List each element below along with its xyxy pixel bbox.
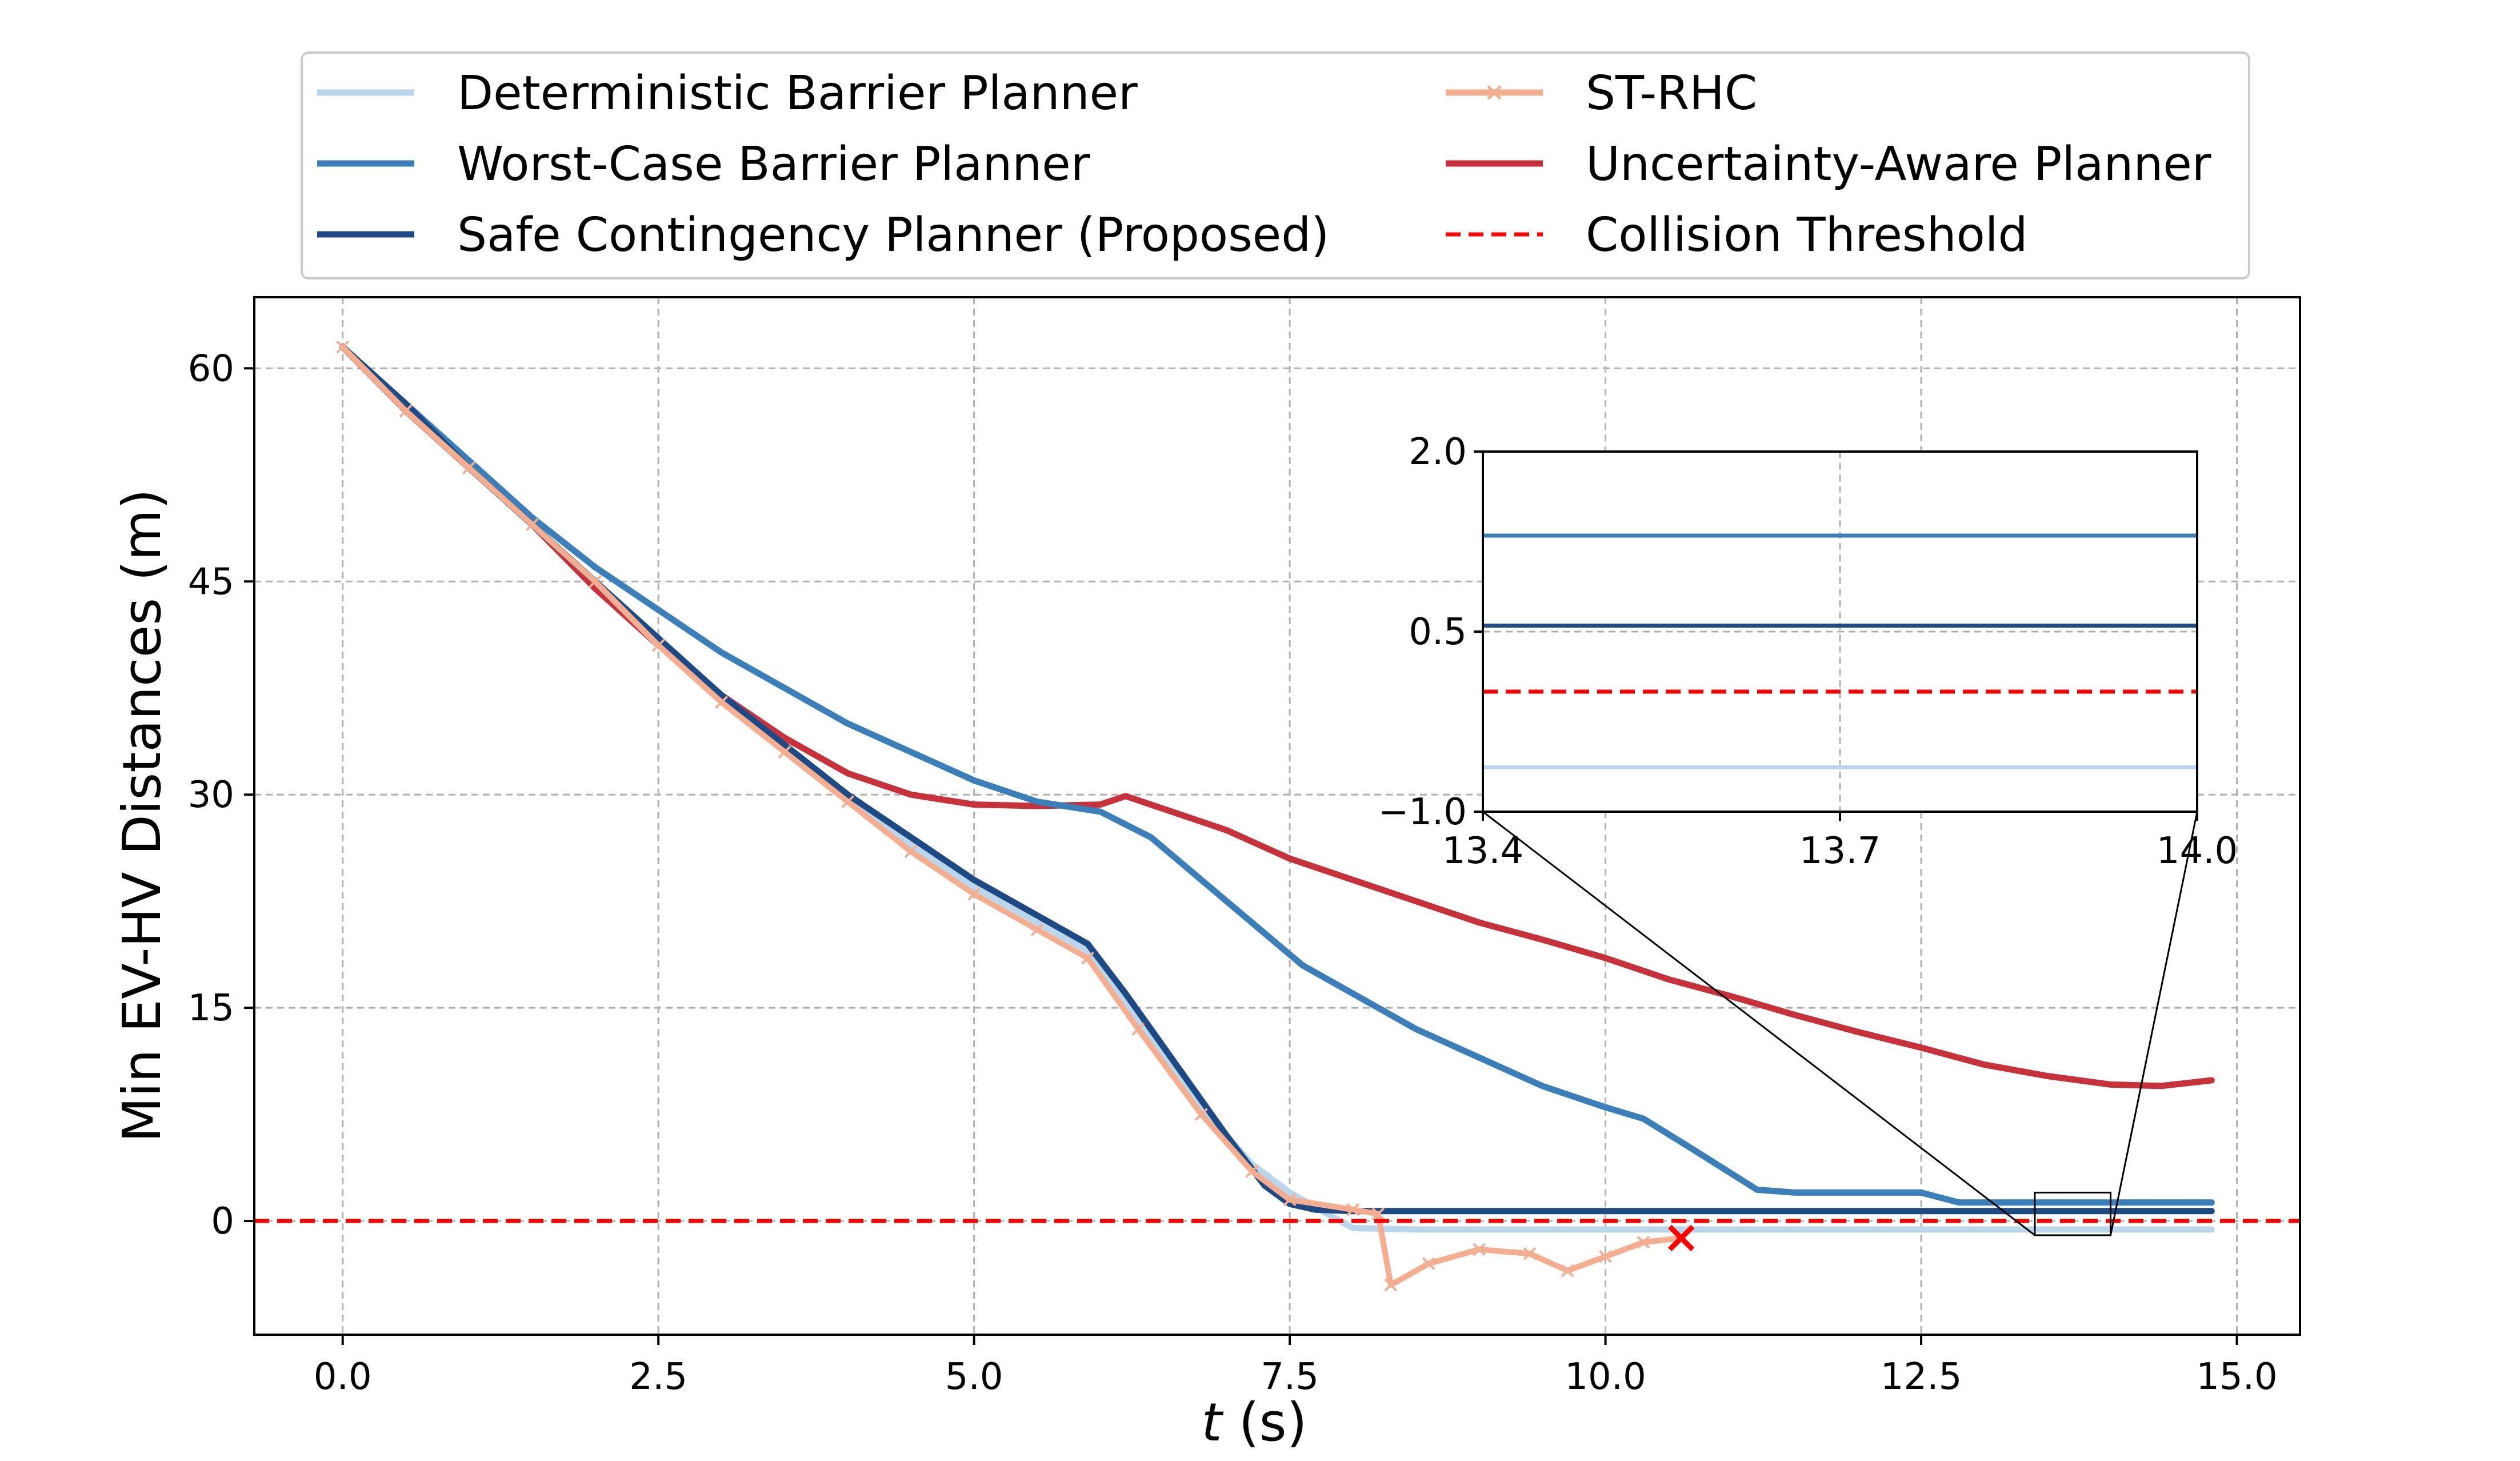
series-marker	[1561, 1264, 1574, 1278]
series-marker	[1081, 951, 1094, 965]
x-tick-label: 7.5	[1261, 1356, 1319, 1398]
legend-label: Uncertainty-Aware Planner	[1586, 137, 2211, 191]
y-tick-label: 30	[188, 774, 234, 816]
y-axis-label: Min EV-HV Distances (m)	[111, 489, 173, 1143]
series-marker	[1637, 1235, 1650, 1249]
series-marker	[1030, 923, 1044, 936]
x-axis-label-unit: (s)	[1222, 1392, 1307, 1453]
x-tick-label: 2.5	[629, 1356, 687, 1398]
series-marker	[462, 461, 476, 474]
y-tick-label: 15	[188, 987, 234, 1029]
inset-y-tick-label: −1.0	[1378, 791, 1467, 833]
series-marker	[1384, 1278, 1398, 1292]
series-worst-case-barrier-planner	[339, 344, 2215, 1206]
legend-label: ST-RHC	[1586, 66, 1757, 121]
y-tick-label: 45	[188, 561, 234, 603]
series-marker	[1371, 1207, 1385, 1221]
legend-box	[301, 51, 2250, 280]
series-marker	[715, 696, 729, 709]
zoom-region-box	[2034, 1191, 2112, 1236]
x-axis-label: t (s)	[1201, 1392, 1307, 1453]
legend-marker	[1487, 85, 1502, 100]
series-marker	[841, 795, 855, 809]
series-line	[339, 344, 2215, 1206]
legend: Deterministic Barrier Planner Worst-Case …	[301, 51, 2250, 280]
inset-axes: 13.4 13.7 14.0 −1.0 0.5 2.0	[1378, 431, 2238, 872]
series-marker	[1131, 1023, 1145, 1036]
series-st-rhc	[336, 340, 1688, 1292]
inset-y-tick-label: 2.0	[1409, 431, 1467, 473]
legend-item-worst-case-barrier-planner: Worst-Case Barrier Planner	[317, 137, 1090, 191]
inset-frame	[1482, 450, 2198, 813]
inset-x-tick-label: 13.7	[1799, 830, 1881, 872]
series-marker	[589, 574, 602, 588]
legend-label: Deterministic Barrier Planner	[457, 66, 1138, 121]
collision-end-marker	[1667, 1224, 1695, 1252]
series-marker	[904, 845, 918, 859]
series-marker	[525, 518, 539, 532]
series-marker	[1599, 1250, 1612, 1263]
x-tick-label: 5.0	[945, 1356, 1003, 1398]
series-marker	[967, 887, 981, 901]
main-series	[254, 340, 2300, 1292]
series-marker	[1473, 1243, 1486, 1256]
legend-label: Worst-Case Barrier Planner	[457, 137, 1090, 191]
inset-x-tick-label: 14.0	[2157, 830, 2238, 872]
legend-item-safe-contingency-planner-proposed: Safe Contingency Planner (Proposed)	[317, 208, 1329, 262]
inset-x-tick-label: 13.4	[1442, 830, 1524, 872]
series-marker	[336, 340, 350, 354]
series-marker	[1245, 1164, 1259, 1178]
series-marker	[1194, 1108, 1208, 1121]
x-tick-label: 15.0	[2196, 1356, 2278, 1398]
series-marker	[1283, 1193, 1297, 1207]
x-tick-label: 12.5	[1881, 1356, 1962, 1398]
zoom-connector-line	[1482, 811, 2035, 1236]
zoom-connectors	[1482, 811, 2198, 1236]
series-marker	[1346, 1203, 1360, 1216]
legend-label: Safe Contingency Planner (Proposed)	[457, 208, 1329, 262]
legend-item-uncertainty-aware-planner: Uncertainty-Aware Planner	[1446, 137, 2211, 191]
series-line	[339, 344, 1685, 1288]
x-axis-label-var: t	[1201, 1392, 1223, 1453]
legend-item-collision-threshold: Collision Threshold	[1446, 208, 2028, 262]
x-tick-label: 0.0	[314, 1356, 372, 1398]
main-ticks: 0.0 2.5 5.0 7.5 10.0 12.5 15.0 0 15 30 45 60	[188, 348, 2278, 1398]
main-axes-frame	[253, 296, 2301, 1336]
y-tick-label: 60	[188, 348, 234, 390]
legend-item-deterministic-barrier-planner: Deterministic Barrier Planner	[317, 66, 1138, 121]
x-tick-label: 10.0	[1565, 1356, 1646, 1398]
legend-item-st-rhc: ST-RHC	[1446, 66, 1757, 121]
legend-label: Collision Threshold	[1586, 208, 2028, 262]
series-marker	[778, 745, 791, 759]
series-marker	[1523, 1247, 1537, 1260]
series-marker	[1422, 1257, 1435, 1271]
series-marker	[651, 638, 665, 652]
zoom-connector-line	[2110, 811, 2198, 1236]
series-marker	[399, 404, 413, 418]
inset-y-tick-label: 0.5	[1409, 611, 1467, 653]
y-tick-label: 0	[211, 1200, 234, 1243]
